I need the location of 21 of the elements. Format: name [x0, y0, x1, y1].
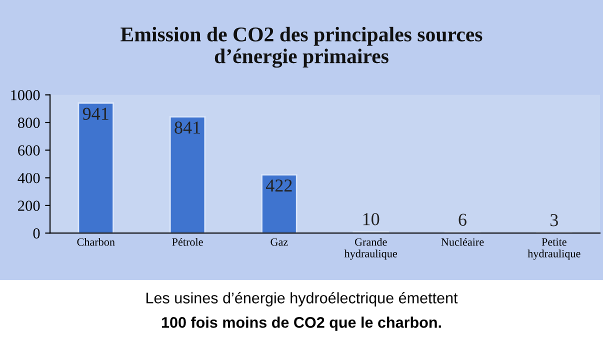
y-tick-label: 800 [18, 118, 40, 128]
chart-title: Emission de CO2 des principales sources d’énergie primaires [120, 26, 482, 68]
x-tick-label: Petite hydraulique [528, 238, 580, 260]
y-tick-label: 200 [18, 200, 40, 211]
data-label: 6 [458, 214, 466, 226]
y-tick-label: 400 [18, 172, 40, 184]
text: 100 fois moins de CO2 que le charbon. [162, 316, 441, 331]
x-tick-label: Pétrole [172, 238, 203, 246]
data-label: 422 [266, 180, 292, 192]
data-label: 941 [82, 108, 108, 120]
x-tick-label: Gaz [270, 238, 288, 246]
x-tick-label: Nucléaire [441, 238, 484, 246]
y-tick-label: 1000 [11, 90, 40, 100]
data-label: 841 [174, 122, 200, 134]
text: Les usines d’énergie hydroélectrique émettent [146, 292, 458, 306]
data-label: 10 [363, 213, 380, 226]
y-tick-label: 0 [33, 228, 40, 239]
x-tick-label: Charbon [77, 238, 115, 246]
x-tick-label: Grande hydraulique [344, 238, 397, 260]
data-label: 3 [550, 214, 558, 226]
y-tick-label: 600 [18, 145, 40, 156]
